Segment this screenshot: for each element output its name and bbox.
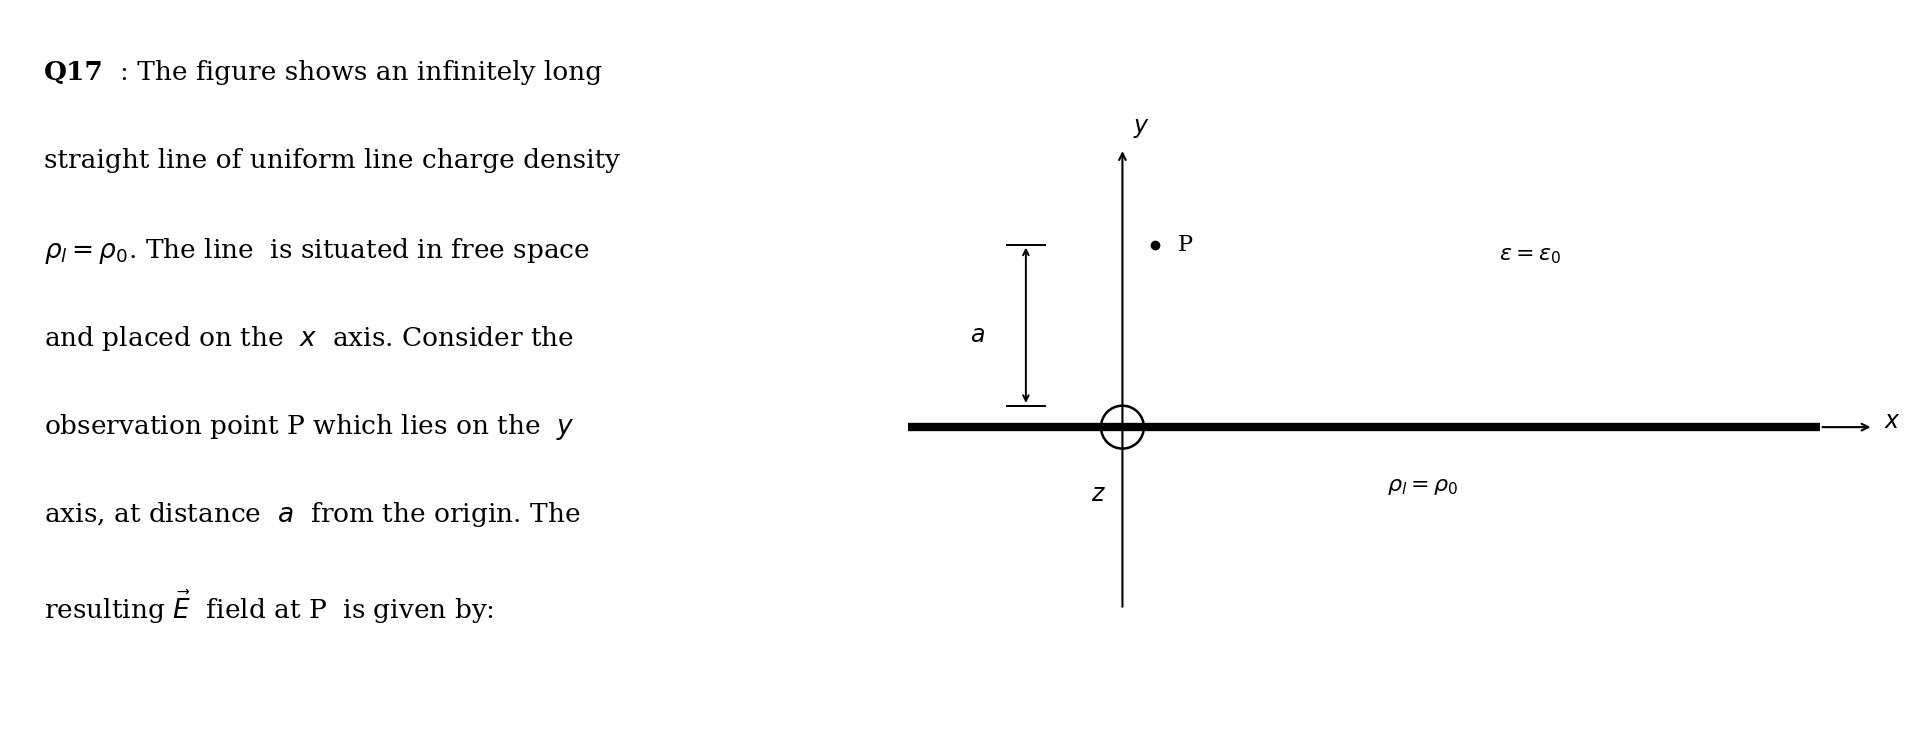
Text: $\varepsilon = \varepsilon_0$: $\varepsilon = \varepsilon_0$ [1499,244,1561,267]
Text: Q17: Q17 [44,60,104,84]
Text: axis, at distance  $a$  from the origin. The: axis, at distance $a$ from the origin. T… [44,500,580,530]
Text: $z$: $z$ [1091,483,1106,506]
Text: $\rho_l = \rho_0$: $\rho_l = \rho_0$ [1387,475,1459,498]
Text: $a$: $a$ [969,324,985,347]
Text: straight line of uniform line charge density: straight line of uniform line charge den… [44,148,620,173]
Text: $\rho_l = \rho_0$. The line  is situated in free space: $\rho_l = \rho_0$. The line is situated … [44,236,590,266]
Text: P: P [1177,234,1193,255]
Text: observation point P which lies on the  $y$: observation point P which lies on the $y… [44,412,574,442]
Text: resulting $\vec{E}$  field at P  is given by:: resulting $\vec{E}$ field at P is given … [44,589,495,626]
Text: $x$: $x$ [1885,410,1900,433]
Text: $y$: $y$ [1133,117,1150,140]
Text: and placed on the  $x$  axis. Consider the: and placed on the $x$ axis. Consider the [44,324,574,353]
Text: : The figure shows an infinitely long: : The figure shows an infinitely long [119,60,601,84]
